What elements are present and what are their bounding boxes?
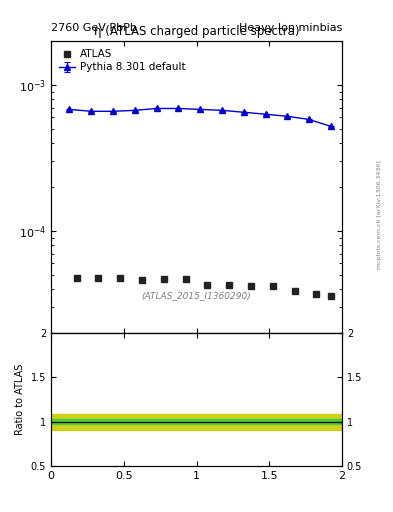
Text: mcplots.cern.ch [arXiv:1306.3436]: mcplots.cern.ch [arXiv:1306.3436] [377,161,382,269]
Line: ATLAS: ATLAS [74,275,334,298]
ATLAS [270,283,275,289]
Y-axis label: Ratio to ATLAS: Ratio to ATLAS [15,364,25,435]
ATLAS [329,293,333,299]
ATLAS [140,277,144,283]
ATLAS [162,276,166,282]
ATLAS [183,276,188,282]
Text: Heavy Ion minbias: Heavy Ion minbias [239,23,342,33]
Text: (ATLAS_2015_I1360290): (ATLAS_2015_I1360290) [141,291,252,300]
ATLAS [118,274,123,281]
ATLAS [74,274,79,281]
Legend: ATLAS, Pythia 8.301 default: ATLAS, Pythia 8.301 default [56,46,189,76]
Text: 2760 GeV PbPb: 2760 GeV PbPb [51,23,137,33]
ATLAS [292,288,297,294]
ATLAS [249,283,253,289]
Title: η (ATLAS charged particle spectra): η (ATLAS charged particle spectra) [94,26,299,38]
ATLAS [96,274,101,281]
ATLAS [227,282,231,288]
ATLAS [205,282,210,288]
ATLAS [314,291,319,297]
